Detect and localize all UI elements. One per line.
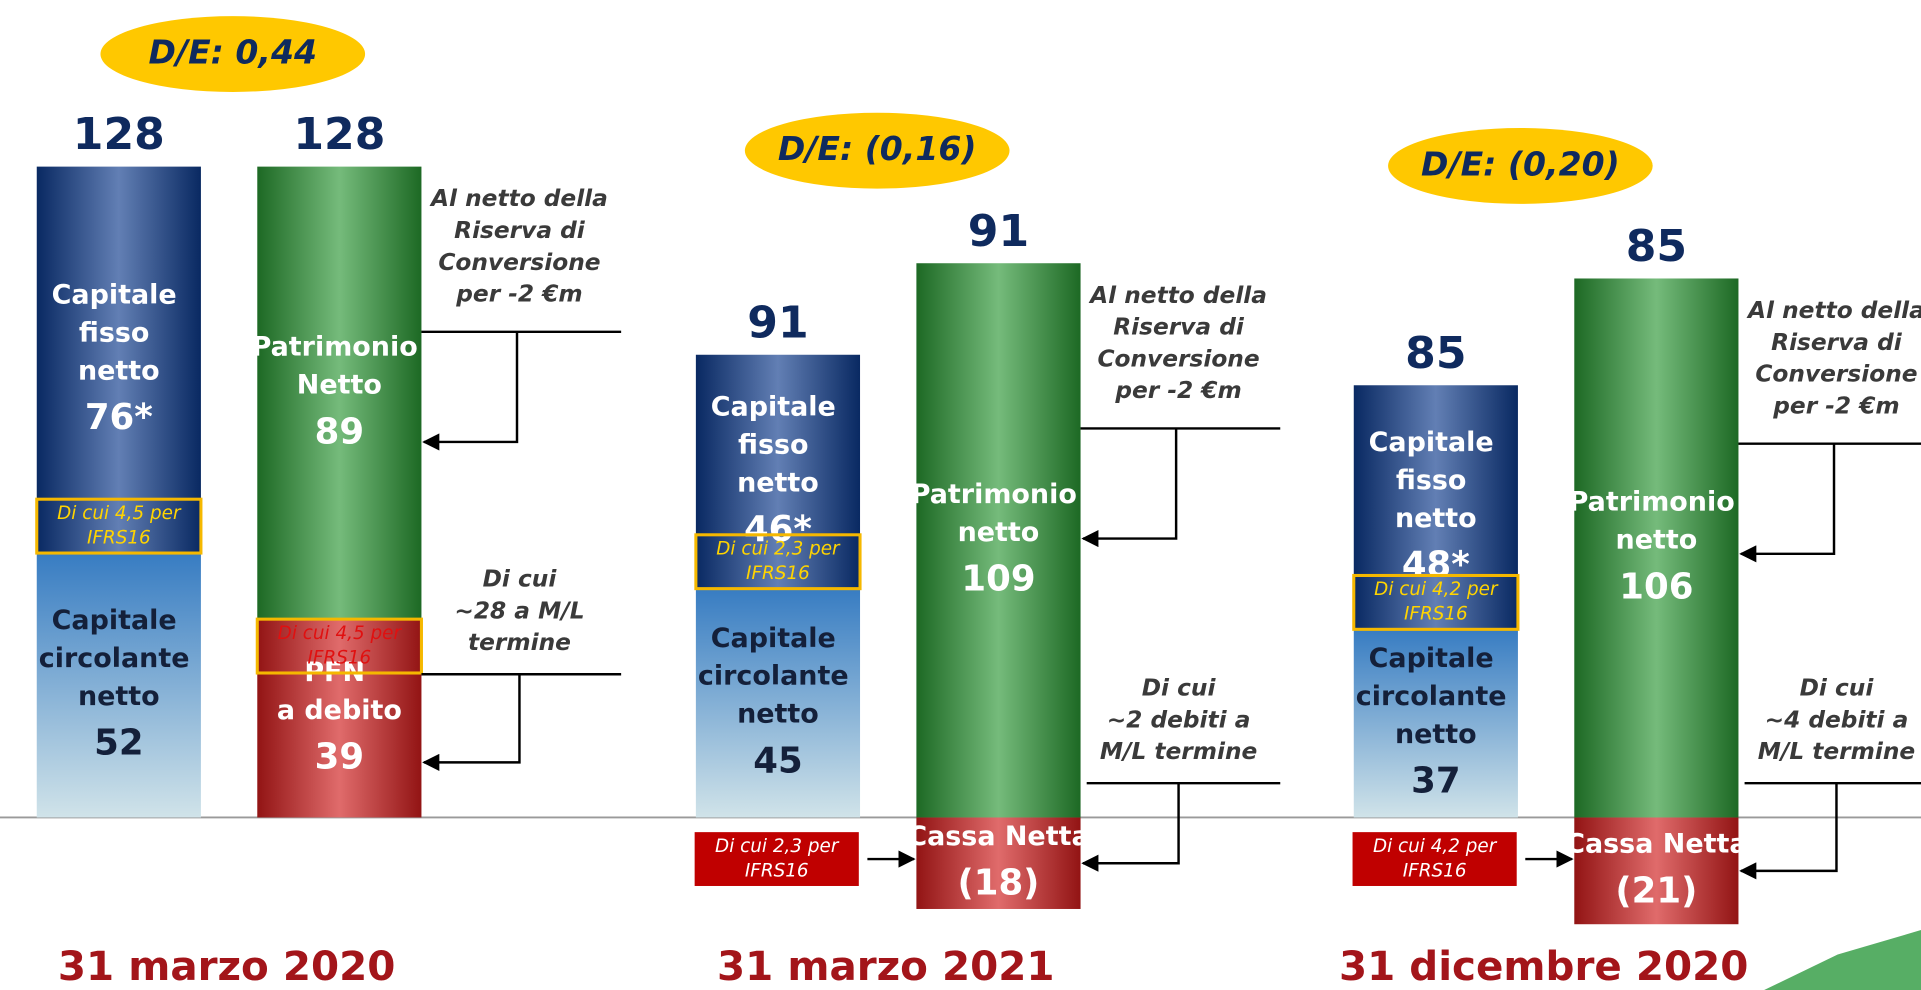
ifrs-note: IFRS16 (87, 527, 151, 548)
bar-total: 91 (747, 297, 808, 348)
bar-segment (257, 619, 422, 818)
segment-value: 46* (744, 509, 812, 550)
ratio-label: D/E: (0,20) (1421, 144, 1620, 183)
ifrs-note: Di cui 4,5 per (57, 503, 182, 524)
period-title: 31 dicembre 2020 (1339, 942, 1748, 990)
segment-value: 45 (753, 740, 802, 781)
ifrs-note-box (255, 617, 423, 675)
bar-segment (695, 354, 861, 589)
segment-name: Cassa Netta (1565, 828, 1747, 859)
period-title: 31 marzo 2021 (717, 942, 1054, 990)
segment-value: 109 (961, 559, 1035, 600)
side-note: ~28 a M/L (454, 597, 584, 624)
bar-total: 91 (968, 206, 1029, 257)
period-title: 31 marzo 2020 (58, 942, 395, 990)
ifrs-note: Di cui 4,5 per (278, 623, 403, 644)
ifrs-note: IFRS16 (1403, 860, 1467, 881)
segment-name: Capitale fisso netto (1369, 427, 1503, 534)
ifrs-note: IFRS16 (746, 563, 810, 584)
bar-segment (257, 166, 422, 620)
arrow (1739, 783, 1838, 880)
ifrs-note: IFRS16 (745, 860, 809, 881)
ratio-badge (1388, 127, 1653, 204)
arrow (1081, 428, 1178, 548)
side-note: ~4 debiti a (1765, 706, 1909, 733)
segment-name: Capitale circolante netto (698, 622, 858, 729)
segment-name: Patrimonio Netto (252, 331, 427, 400)
segment-value: 76* (85, 397, 153, 438)
segment-value: 37 (1411, 761, 1460, 802)
ifrs-note: Di cui 2,3 per (715, 836, 840, 857)
segment-value: 52 (94, 723, 143, 764)
segment-name: Patrimonio netto (911, 479, 1086, 548)
segment-name: Capitale circolante netto (39, 605, 199, 712)
bar-total: 128 (73, 109, 165, 160)
side-note: per -2 €m (455, 281, 582, 308)
bar-segment (916, 817, 1081, 909)
bar-total: 128 (293, 109, 385, 160)
ifrs-note: Di cui 4,2 per (1373, 836, 1498, 857)
arrow (1739, 443, 1836, 563)
segment-name: Capitale fisso netto (711, 391, 845, 498)
bar-segment (1574, 817, 1739, 925)
ifrs-note-box (1352, 832, 1517, 886)
side-note: termine (468, 629, 571, 656)
side-note: Al netto della (1746, 297, 1921, 324)
ratio-label: D/E: (0,16) (778, 129, 977, 168)
side-note: ~2 debiti a (1107, 706, 1251, 733)
side-note: per -2 €m (1772, 392, 1899, 419)
segment-value: 106 (1619, 566, 1693, 607)
segment-value: 39 (315, 737, 364, 778)
bar-segment (916, 263, 1081, 818)
segment-name: Capitale fisso netto (52, 279, 186, 386)
side-note: per -2 €m (1114, 377, 1241, 404)
ratio-label: D/E: 0,44 (149, 33, 317, 72)
side-note: Riserva di (454, 217, 586, 244)
side-note: M/L termine (1758, 738, 1915, 765)
bar-segment (1353, 629, 1518, 818)
side-note: Riserva di (1113, 314, 1245, 341)
ifrs-note-box (35, 497, 203, 555)
side-note: Conversione (1755, 361, 1917, 388)
segment-value: 89 (315, 411, 364, 452)
bar-segment (1353, 385, 1518, 630)
side-note: Di cui (1142, 674, 1217, 701)
side-note: Conversione (438, 249, 600, 276)
side-note: Al netto della (1088, 282, 1267, 309)
ratio-badge (744, 112, 1010, 189)
side-note: Di cui (1800, 674, 1875, 701)
side-note: Di cui (483, 566, 558, 593)
bar-segment (36, 166, 201, 554)
side-note: Conversione (1097, 345, 1259, 372)
bar-total: 85 (1626, 221, 1687, 272)
bar-segment (1574, 278, 1739, 818)
segment-name: Capitale circolante netto (1356, 643, 1516, 750)
segment-name: Patrimonio netto (1569, 486, 1744, 555)
bar-segment (36, 553, 201, 818)
side-note: Riserva di (1771, 329, 1903, 356)
ifrs-note: Di cui 4,2 per (1374, 579, 1499, 600)
arrow (422, 331, 519, 451)
arrow (1081, 783, 1180, 872)
logo-decoration (1764, 930, 1921, 990)
ratio-badge (100, 16, 366, 92)
segment-value: (21) (1615, 870, 1697, 911)
side-note: M/L termine (1100, 738, 1257, 765)
bar-segment (695, 588, 861, 818)
ifrs-note: IFRS16 (1404, 604, 1468, 625)
segment-name: Cassa Netta (907, 820, 1089, 851)
arrow (422, 674, 521, 771)
ifrs-note-box (694, 533, 862, 591)
side-note: Al netto della (429, 185, 608, 212)
segment-value: 48* (1402, 545, 1470, 586)
ifrs-note-box (1352, 573, 1520, 631)
ifrs-note: IFRS16 (307, 647, 371, 668)
bar-total: 85 (1405, 328, 1466, 379)
ifrs-note-box (694, 832, 859, 886)
ifrs-note: Di cui 2,3 per (716, 538, 841, 559)
segment-value: (18) (958, 863, 1040, 904)
